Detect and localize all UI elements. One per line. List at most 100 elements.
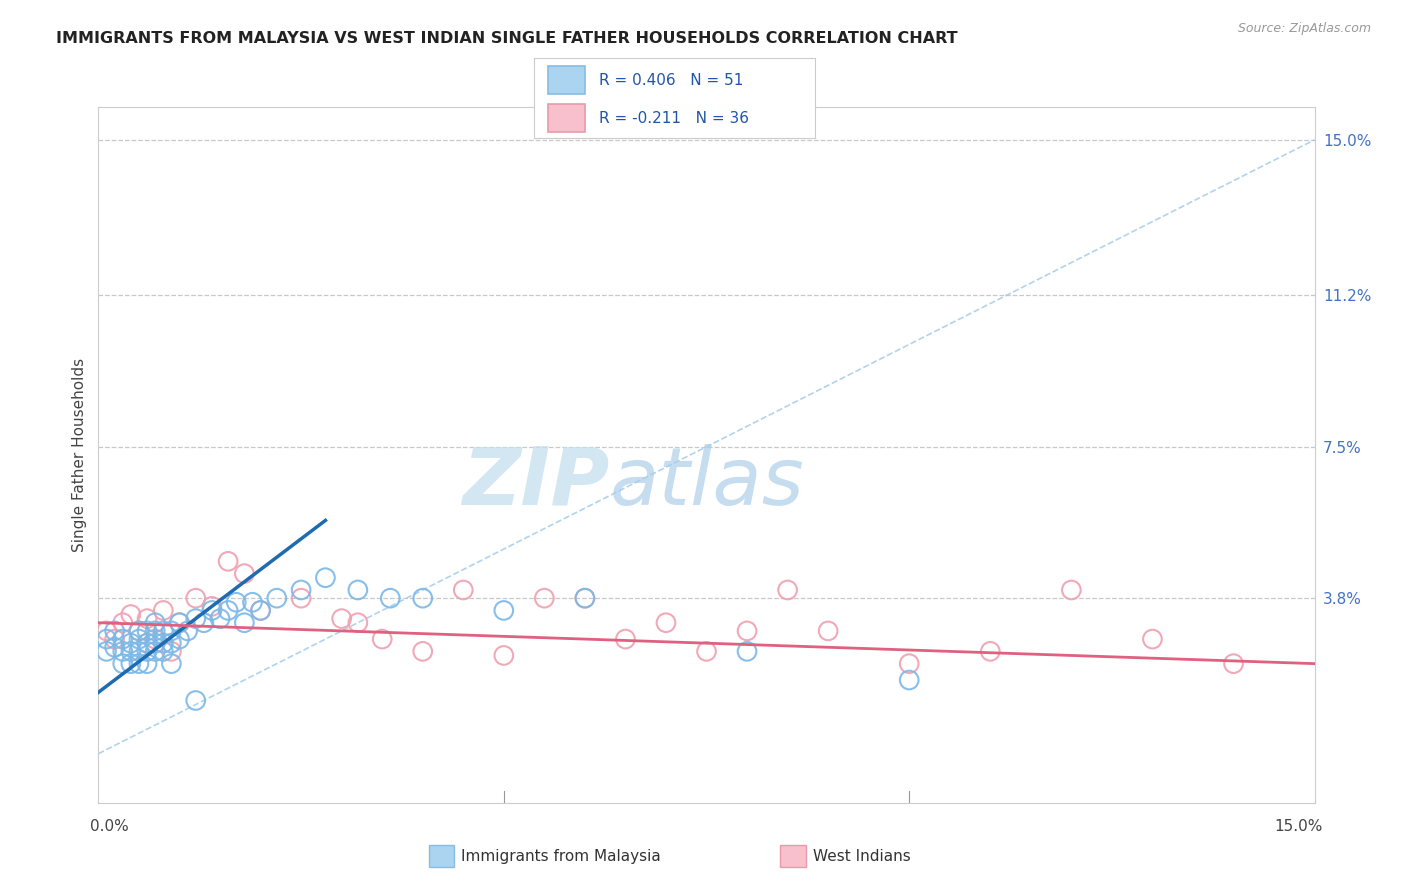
- Point: [169, 615, 191, 630]
- Point: [152, 636, 174, 650]
- Point: [111, 657, 134, 671]
- Point: [136, 636, 159, 650]
- Point: [184, 693, 207, 707]
- Point: [160, 636, 183, 650]
- Point: [1142, 632, 1164, 646]
- Text: Source: ZipAtlas.com: Source: ZipAtlas.com: [1237, 22, 1371, 36]
- Point: [371, 632, 394, 646]
- Point: [201, 599, 224, 614]
- Point: [160, 657, 183, 671]
- Point: [184, 612, 207, 626]
- Point: [898, 657, 921, 671]
- Point: [330, 612, 353, 626]
- Point: [266, 591, 288, 606]
- Point: [898, 673, 921, 687]
- Point: [290, 582, 312, 597]
- Point: [152, 624, 174, 638]
- Point: [120, 607, 142, 622]
- Point: [128, 657, 150, 671]
- Text: ZIP: ZIP: [461, 443, 609, 522]
- Y-axis label: Single Father Households: Single Father Households: [72, 358, 87, 552]
- Point: [817, 624, 839, 638]
- Point: [1222, 657, 1244, 671]
- Point: [696, 644, 718, 658]
- Point: [574, 591, 596, 606]
- Point: [136, 612, 159, 626]
- Point: [143, 615, 166, 630]
- Point: [169, 632, 191, 646]
- Point: [136, 624, 159, 638]
- Point: [104, 624, 127, 638]
- Point: [249, 603, 271, 617]
- Point: [143, 632, 166, 646]
- Text: 15.0%: 15.0%: [1274, 819, 1323, 834]
- Point: [128, 644, 150, 658]
- Point: [160, 624, 183, 638]
- Point: [412, 591, 434, 606]
- Point: [104, 632, 127, 646]
- Point: [184, 591, 207, 606]
- Point: [217, 554, 239, 568]
- Text: atlas: atlas: [609, 443, 804, 522]
- Point: [136, 657, 159, 671]
- Point: [614, 632, 637, 646]
- Point: [96, 632, 118, 646]
- Text: West Indians: West Indians: [813, 849, 911, 863]
- Point: [574, 591, 596, 606]
- Point: [217, 603, 239, 617]
- Point: [225, 595, 247, 609]
- Point: [492, 648, 515, 663]
- Point: [128, 632, 150, 646]
- Text: Immigrants from Malaysia: Immigrants from Malaysia: [461, 849, 661, 863]
- FancyBboxPatch shape: [548, 66, 585, 95]
- Point: [201, 603, 224, 617]
- Point: [533, 591, 555, 606]
- Point: [1060, 582, 1083, 597]
- Point: [193, 615, 215, 630]
- Point: [735, 644, 758, 658]
- Point: [143, 624, 166, 638]
- Point: [143, 644, 166, 658]
- Point: [233, 566, 256, 581]
- Point: [233, 615, 256, 630]
- Point: [143, 636, 166, 650]
- Point: [111, 632, 134, 646]
- Point: [776, 582, 799, 597]
- Point: [152, 644, 174, 658]
- Point: [979, 644, 1001, 658]
- Point: [96, 624, 118, 638]
- Point: [152, 603, 174, 617]
- Point: [120, 657, 142, 671]
- Point: [176, 624, 198, 638]
- Point: [249, 603, 271, 617]
- Point: [492, 603, 515, 617]
- Point: [242, 595, 264, 609]
- Point: [412, 644, 434, 658]
- Text: 0.0%: 0.0%: [90, 819, 129, 834]
- Point: [128, 624, 150, 638]
- Point: [111, 615, 134, 630]
- Text: R = -0.211   N = 36: R = -0.211 N = 36: [599, 111, 749, 126]
- Point: [136, 636, 159, 650]
- Point: [128, 624, 150, 638]
- Point: [290, 591, 312, 606]
- Point: [453, 582, 475, 597]
- Point: [120, 644, 142, 658]
- Point: [104, 640, 127, 655]
- Point: [160, 644, 183, 658]
- Point: [209, 612, 232, 626]
- Point: [735, 624, 758, 638]
- Point: [120, 636, 142, 650]
- Point: [655, 615, 678, 630]
- Point: [380, 591, 402, 606]
- Point: [136, 644, 159, 658]
- Point: [314, 571, 336, 585]
- Point: [347, 582, 370, 597]
- Point: [347, 615, 370, 630]
- Text: R = 0.406   N = 51: R = 0.406 N = 51: [599, 73, 744, 88]
- FancyBboxPatch shape: [548, 103, 585, 132]
- Point: [96, 644, 118, 658]
- Point: [111, 644, 134, 658]
- Point: [169, 615, 191, 630]
- Text: IMMIGRANTS FROM MALAYSIA VS WEST INDIAN SINGLE FATHER HOUSEHOLDS CORRELATION CHA: IMMIGRANTS FROM MALAYSIA VS WEST INDIAN …: [56, 31, 957, 46]
